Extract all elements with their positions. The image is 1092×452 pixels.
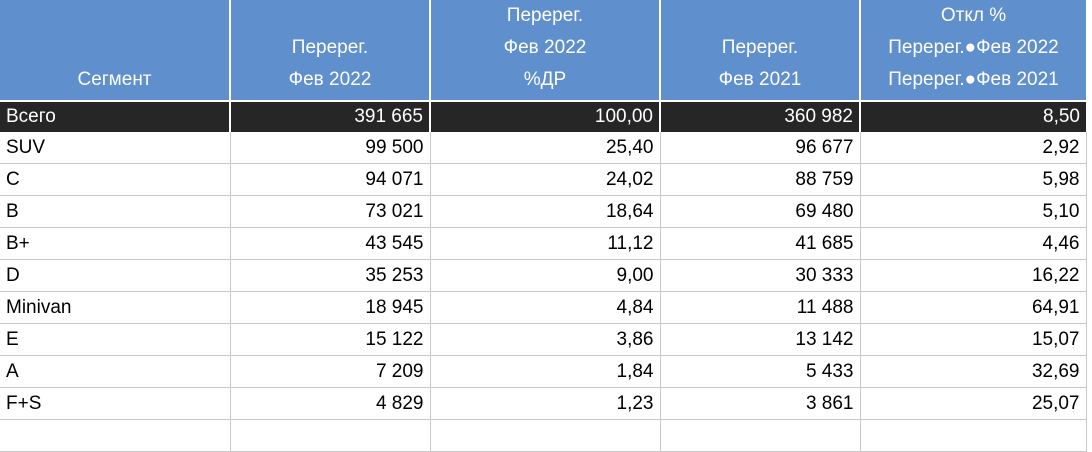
table-cell-rereg-feb-2022[interactable]: 391 665 <box>230 100 431 132</box>
table-cell-deviation-pct[interactable]: 2,92 <box>860 132 1087 164</box>
empty-cell[interactable] <box>230 419 431 452</box>
table-cell-rereg-feb-2022[interactable]: 15 122 <box>230 323 431 356</box>
table-cell-rereg-feb-2022[interactable]: 43 545 <box>230 227 431 260</box>
table-cell-deviation-pct[interactable]: 25,07 <box>860 387 1087 420</box>
table-cell-rereg-feb-2022[interactable]: 7 209 <box>230 355 431 388</box>
header-row: Сегмент Перерег. Фев 2022 Перерег. Фев 2… <box>0 0 1086 101</box>
table-cell-share-pct[interactable]: 4,84 <box>430 291 661 324</box>
table-cell-share-pct[interactable]: 11,12 <box>430 227 661 260</box>
table-cell-segment[interactable]: SUV <box>0 132 231 164</box>
table-cell-rereg-feb-2022[interactable]: 99 500 <box>230 132 431 164</box>
table-cell-rereg-feb-2021[interactable]: 96 677 <box>660 132 861 164</box>
table-cell-segment[interactable]: C <box>0 163 231 196</box>
table-row: C 94 071 24,02 88 759 5,98 <box>0 163 1087 196</box>
table-cell-rereg-feb-2022[interactable]: 4 829 <box>230 387 431 420</box>
header-line: Фев 2022 <box>503 37 587 58</box>
table-cell-rereg-feb-2022[interactable]: 35 253 <box>230 259 431 292</box>
table-row: F+S 4 829 1,23 3 861 25,07 <box>0 387 1087 420</box>
column-header-deviation-pct[interactable]: Откл % Перерег.●Фев 2022 Перерег.●Фев 20… <box>860 0 1086 101</box>
table-cell-rereg-feb-2021[interactable]: 13 142 <box>660 323 861 356</box>
table-cell-deviation-pct[interactable]: 15,07 <box>860 323 1087 356</box>
header-line: Перерег. <box>721 37 799 58</box>
table-row: B+ 43 545 11,12 41 685 4,46 <box>0 227 1087 260</box>
table-cell-share-pct[interactable]: 3,86 <box>430 323 661 356</box>
table-cell-share-pct[interactable]: 1,23 <box>430 387 661 420</box>
table-cell-rereg-feb-2021[interactable]: 11 488 <box>660 291 861 324</box>
empty-cell[interactable] <box>860 419 1087 452</box>
table-row: SUV 99 500 25,40 96 677 2,92 <box>0 132 1087 164</box>
header-line: Фев 2021 <box>718 69 802 90</box>
table-cell-segment[interactable]: E <box>0 323 231 356</box>
header-line: Перерег. <box>506 5 584 26</box>
table-cell-share-pct[interactable]: 18,64 <box>430 195 661 228</box>
header-line: Откл % <box>940 5 1007 26</box>
header-line: %ДР <box>523 69 567 90</box>
table-cell-rereg-feb-2022[interactable]: 94 071 <box>230 163 431 196</box>
empty-cell[interactable] <box>0 419 231 452</box>
table-cell-segment[interactable]: B+ <box>0 227 231 260</box>
table-cell-deviation-pct[interactable]: 8,50 <box>860 100 1086 132</box>
table-cell-share-pct[interactable]: 25,40 <box>430 132 661 164</box>
table-row: B 73 021 18,64 69 480 5,10 <box>0 195 1087 228</box>
column-header-share-pct[interactable]: Перерег. Фев 2022 %ДР <box>430 0 661 101</box>
table-cell-deviation-pct[interactable]: 64,91 <box>860 291 1087 324</box>
table-cell-deviation-pct[interactable]: 4,46 <box>860 227 1087 260</box>
header-line: Перерег. <box>291 37 369 58</box>
table-cell-deviation-pct[interactable]: 5,98 <box>860 163 1087 196</box>
table-cell-segment[interactable]: D <box>0 259 231 292</box>
table-cell-segment[interactable]: F+S <box>0 387 231 420</box>
total-row: Всего 391 665 100,00 360 982 8,50 <box>0 100 1086 132</box>
table-row: Minivan 18 945 4,84 11 488 64,91 <box>0 291 1087 324</box>
table-cell-rereg-feb-2021[interactable]: 41 685 <box>660 227 861 260</box>
column-header-rereg-feb-2021[interactable]: Перерег. Фев 2021 <box>660 0 861 101</box>
table-cell-segment[interactable]: Minivan <box>0 291 231 324</box>
table-cell-rereg-feb-2021[interactable]: 360 982 <box>660 100 861 132</box>
table-row: E 15 122 3,86 13 142 15,07 <box>0 323 1087 356</box>
table-cell-share-pct[interactable]: 9,00 <box>430 259 661 292</box>
table-cell-segment[interactable]: A <box>0 355 231 388</box>
table-cell-rereg-feb-2021[interactable]: 3 861 <box>660 387 861 420</box>
table-cell-share-pct[interactable]: 24,02 <box>430 163 661 196</box>
table-cell-share-pct[interactable]: 100,00 <box>430 100 661 132</box>
empty-cell[interactable] <box>660 419 861 452</box>
table-cell-deviation-pct[interactable]: 16,22 <box>860 259 1087 292</box>
table-cell-segment[interactable]: B <box>0 195 231 228</box>
table-cell-segment[interactable]: Всего <box>0 100 231 132</box>
header-line: Перерег.●Фев 2021 <box>888 69 1059 90</box>
empty-row <box>0 419 1087 452</box>
column-header-rereg-feb-2022[interactable]: Перерег. Фев 2022 <box>230 0 431 101</box>
header-line: Фев 2022 <box>288 69 372 90</box>
column-header-segment[interactable]: Сегмент <box>0 0 231 101</box>
table-cell-rereg-feb-2022[interactable]: 18 945 <box>230 291 431 324</box>
table-cell-deviation-pct[interactable]: 32,69 <box>860 355 1087 388</box>
table-cell-rereg-feb-2021[interactable]: 69 480 <box>660 195 861 228</box>
table-cell-rereg-feb-2022[interactable]: 73 021 <box>230 195 431 228</box>
table-row: D 35 253 9,00 30 333 16,22 <box>0 259 1087 292</box>
table-cell-deviation-pct[interactable]: 5,10 <box>860 195 1087 228</box>
table-cell-rereg-feb-2021[interactable]: 30 333 <box>660 259 861 292</box>
table-cell-rereg-feb-2021[interactable]: 88 759 <box>660 163 861 196</box>
table-cell-rereg-feb-2021[interactable]: 5 433 <box>660 355 861 388</box>
header-line: Сегмент <box>77 69 152 90</box>
empty-cell[interactable] <box>430 419 661 452</box>
header-line: Перерег.●Фев 2022 <box>888 37 1059 58</box>
table-cell-share-pct[interactable]: 1,84 <box>430 355 661 388</box>
